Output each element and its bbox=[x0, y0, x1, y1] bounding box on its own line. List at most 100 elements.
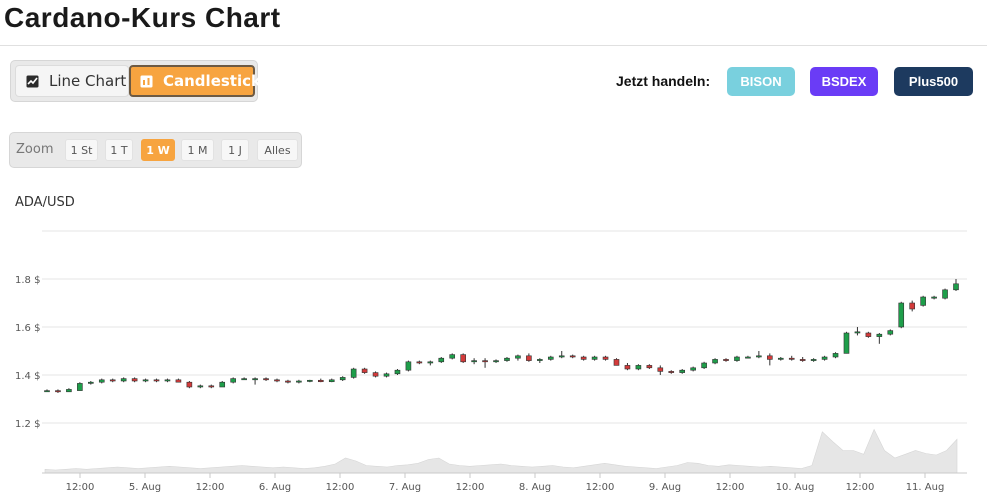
x-tick-label: 7. Aug bbox=[389, 482, 421, 493]
candlestick-icon bbox=[140, 74, 153, 88]
candle-body bbox=[241, 378, 247, 381]
candle-body bbox=[416, 361, 423, 364]
line-chart-button[interactable]: Line Chart bbox=[15, 65, 129, 97]
candle-body bbox=[909, 302, 915, 310]
candle-body bbox=[799, 359, 806, 361]
candle-body bbox=[843, 332, 850, 354]
candle-body bbox=[339, 377, 346, 381]
candle-body bbox=[394, 369, 401, 375]
title-divider bbox=[0, 45, 987, 46]
x-tick-label: 12:00 bbox=[456, 482, 485, 493]
y-tick-label: 1.6 $ bbox=[15, 323, 40, 334]
x-tick-label: 12:00 bbox=[326, 482, 355, 493]
candle-body bbox=[668, 371, 675, 373]
candle-body bbox=[898, 302, 905, 328]
chart-type-toggle: Line Chart Candlestick bbox=[10, 60, 261, 102]
zoom-label: Zoom bbox=[16, 142, 54, 157]
y-tick-label: 1.2 $ bbox=[15, 419, 40, 430]
candle-body bbox=[865, 332, 872, 337]
candle-body bbox=[197, 385, 204, 388]
candle-body bbox=[734, 356, 740, 361]
chart-title: ADA/USD bbox=[15, 195, 75, 210]
candle-body bbox=[777, 357, 784, 360]
candle-body bbox=[460, 354, 466, 363]
candle-body bbox=[569, 355, 576, 358]
candlestick-button[interactable]: Candlestick bbox=[129, 65, 261, 97]
candle-body bbox=[307, 379, 313, 382]
candle-body bbox=[361, 368, 368, 373]
candle-body bbox=[471, 360, 477, 363]
candle-body bbox=[208, 385, 215, 388]
candle-body bbox=[427, 361, 434, 364]
zoom-1-year-button[interactable]: 1 J bbox=[221, 139, 249, 161]
candle-body bbox=[55, 390, 61, 393]
candle-body bbox=[175, 379, 182, 383]
candle-body bbox=[482, 360, 488, 363]
candle-body bbox=[920, 296, 926, 306]
page-title: Cardano-Kurs Chart bbox=[4, 2, 281, 33]
candle-body bbox=[613, 359, 620, 366]
candle-body bbox=[44, 390, 50, 393]
line-chart-icon bbox=[25, 74, 39, 88]
candle-body bbox=[624, 365, 631, 370]
candle-body bbox=[767, 355, 773, 360]
candle-body bbox=[153, 379, 160, 382]
trade-label: Jetzt handeln: bbox=[616, 73, 711, 89]
candle-body bbox=[832, 353, 839, 358]
candle-body bbox=[679, 369, 686, 373]
zoom-1-week-button[interactable]: 1 W bbox=[141, 139, 175, 161]
plus500-button[interactable]: Plus500 bbox=[894, 67, 973, 96]
zoom-1-day-button[interactable]: 1 T bbox=[105, 139, 133, 161]
candle-body bbox=[547, 356, 554, 360]
line-chart-label: Line Chart bbox=[49, 72, 127, 90]
zoom-1-hour-button[interactable]: 1 St bbox=[65, 139, 98, 161]
candle-body bbox=[854, 331, 861, 334]
candlestick-chart: ADA/USD 1.2 $ 1.4 $ 1.6 $ 1.8 $ 12:00 5. Aug… bbox=[15, 195, 967, 493]
candle-body bbox=[274, 379, 280, 382]
candle-body bbox=[515, 355, 521, 359]
bison-button[interactable]: BISON bbox=[727, 67, 795, 96]
volume-area bbox=[44, 428, 958, 474]
candle-body bbox=[405, 361, 412, 371]
candle-body bbox=[164, 379, 171, 382]
candle-body bbox=[558, 355, 565, 358]
candle-body bbox=[219, 381, 226, 388]
candle-body bbox=[438, 357, 445, 363]
candle-body bbox=[810, 359, 817, 361]
x-axis: 12:00 5. Aug 12:00 6. Aug 12:00 7. Aug 12:00 8.… bbox=[42, 472, 967, 493]
candle-body bbox=[635, 365, 642, 370]
candle-body bbox=[372, 372, 379, 377]
zoom-1-month-button[interactable]: 1 M bbox=[181, 139, 214, 161]
candle-body bbox=[252, 378, 258, 381]
candle-body bbox=[591, 356, 598, 360]
candle-body bbox=[602, 356, 609, 360]
candle-body bbox=[98, 379, 105, 383]
candle-body bbox=[690, 367, 696, 371]
candle-body bbox=[120, 378, 127, 382]
candle-body bbox=[942, 289, 948, 299]
candle-body bbox=[504, 357, 510, 361]
candle-body bbox=[317, 379, 324, 383]
candlestick-label: Candlestick bbox=[163, 72, 261, 90]
candle-body bbox=[876, 333, 883, 337]
candle-body bbox=[701, 362, 707, 369]
candle-body bbox=[350, 368, 357, 378]
x-tick-label: 5. Aug bbox=[129, 482, 161, 493]
x-tick-label: 12:00 bbox=[716, 482, 745, 493]
candle-body bbox=[756, 355, 762, 358]
candle-body bbox=[285, 380, 291, 383]
x-tick-label: 12:00 bbox=[586, 482, 615, 493]
candle-body bbox=[723, 359, 729, 361]
x-tick-label: 6. Aug bbox=[259, 482, 291, 493]
zoom-selector: Zoom 1 St 1 T 1 W 1 M 1 J Alles bbox=[9, 132, 302, 168]
candle-body bbox=[646, 365, 653, 369]
x-tick-label: 10. Aug bbox=[776, 482, 815, 493]
bsdex-button[interactable]: BSDEX bbox=[810, 67, 878, 96]
x-tick-label: 8. Aug bbox=[519, 482, 551, 493]
candle-body bbox=[931, 296, 937, 299]
candle-body bbox=[657, 367, 664, 372]
y-axis-labels: 1.2 $ 1.4 $ 1.6 $ 1.8 $ bbox=[15, 275, 40, 430]
candle-body bbox=[66, 389, 72, 393]
candle-body bbox=[887, 330, 894, 335]
zoom-all-button[interactable]: Alles bbox=[257, 139, 298, 161]
